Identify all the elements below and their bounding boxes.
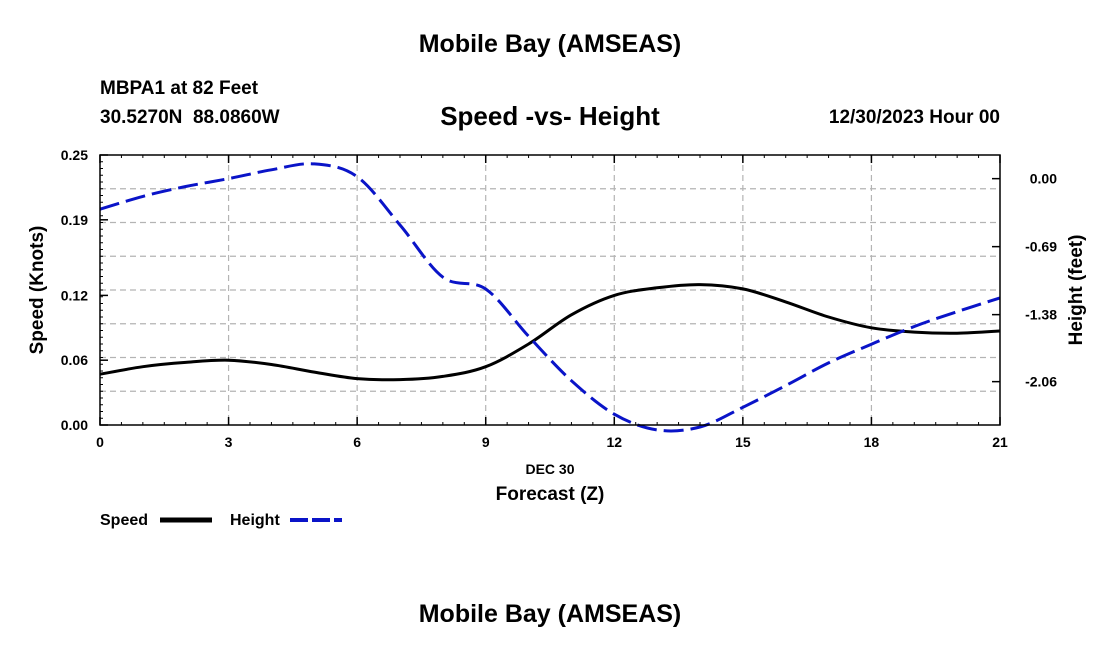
series-lines bbox=[99, 162, 1001, 433]
y-right-tick-label: -2.06 bbox=[1025, 374, 1057, 390]
y-right-tick-label: -0.69 bbox=[1025, 239, 1057, 255]
x-axis-date-label: DEC 30 bbox=[525, 461, 574, 477]
x-tick-label: 18 bbox=[864, 434, 880, 450]
plot-title: Speed -vs- Height bbox=[440, 101, 660, 131]
x-tick-label: 0 bbox=[96, 434, 104, 450]
y-left-tick-label: 0.12 bbox=[61, 287, 88, 303]
forecast-datetime: 12/30/2023 Hour 00 bbox=[828, 107, 1000, 128]
y-left-tick-label: 0.25 bbox=[61, 147, 88, 163]
y-left-tick-label: 0.06 bbox=[61, 352, 88, 368]
x-tick-label: 9 bbox=[482, 434, 490, 450]
height-series-line bbox=[99, 162, 1001, 433]
x-tick-label: 3 bbox=[225, 434, 233, 450]
legend-speed-label: Speed bbox=[100, 512, 148, 529]
y-axis-right-title: Height (feet) bbox=[1066, 235, 1087, 346]
legend-height-label: Height bbox=[230, 512, 280, 529]
y-right-tick-label: 0.00 bbox=[1030, 171, 1057, 187]
x-tick-label: 21 bbox=[992, 434, 1008, 450]
x-tick-label: 15 bbox=[735, 434, 751, 450]
station-coordinates: 30.5270N 88.0860W bbox=[100, 107, 280, 128]
x-tick-label: 12 bbox=[606, 434, 622, 450]
footer-title: Mobile Bay (AMSEAS) bbox=[418, 600, 682, 628]
tick-labels: 0 3 6 9 12 15 18 21 0.00 0.06 0.12 0.19 0.25 0.00 -0.6… bbox=[61, 147, 1057, 450]
station-name-depth: MBPA1 at 82 Feet bbox=[100, 78, 259, 99]
y-axis-left-title: Speed (Knots) bbox=[27, 226, 48, 355]
x-axis-title: Forecast (Z) bbox=[496, 484, 605, 505]
y-left-tick-label: 0.00 bbox=[61, 417, 88, 433]
x-tick-label: 6 bbox=[353, 434, 361, 450]
speed-series-line bbox=[99, 283, 1001, 382]
page-title: Mobile Bay (AMSEAS) bbox=[418, 30, 682, 58]
y-right-tick-label: -1.38 bbox=[1025, 307, 1057, 323]
plot-frame bbox=[99, 154, 1001, 426]
grid-lines bbox=[100, 155, 1000, 425]
y-left-tick-label: 0.19 bbox=[61, 212, 88, 228]
